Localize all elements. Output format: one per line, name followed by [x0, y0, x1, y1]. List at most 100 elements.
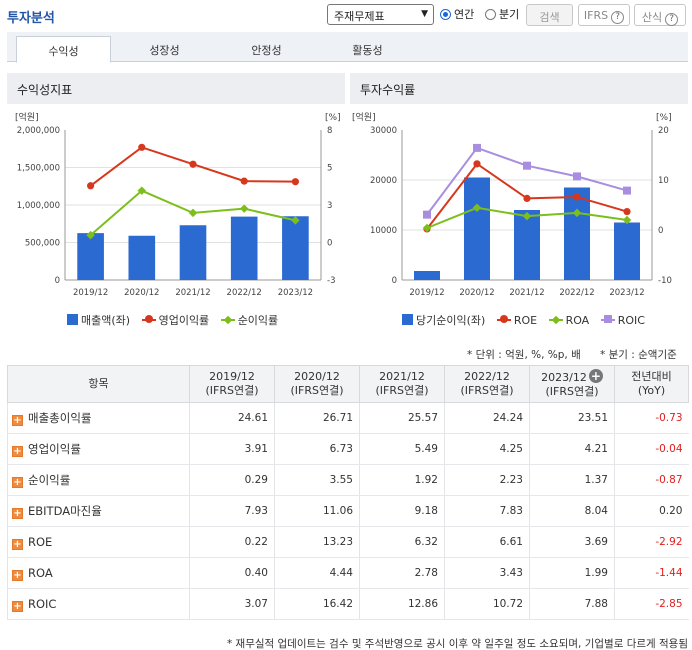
line-point — [86, 230, 95, 240]
table-cell: 6.32 — [359, 526, 445, 558]
line-point — [137, 186, 147, 195]
row-label-text: 영업이익률 — [28, 442, 81, 456]
row-label[interactable]: + ROE — [7, 526, 190, 558]
x-tick-label: 2020/12 — [124, 288, 159, 298]
row-label[interactable]: + ROIC — [7, 588, 190, 620]
tab-activity[interactable]: 활동성 — [352, 44, 383, 57]
y-tick-label-left: 500,000 — [25, 239, 60, 249]
bar — [128, 235, 156, 280]
tab-stability[interactable]: 안정성 — [251, 44, 282, 57]
row-label[interactable]: + 매출총이익률 — [7, 402, 190, 434]
investment-return-legend: 당기순이익(좌) ROE ROA ROIC — [402, 312, 653, 328]
y-tick-label-right: 5 — [327, 164, 332, 174]
bar — [464, 177, 490, 280]
row-label-text: 순이익률 — [28, 473, 71, 487]
row-label-text: ROIC — [28, 596, 57, 611]
table-cell: 13.23 — [274, 526, 360, 558]
investment-return-panel-title: 투자수익률 — [350, 73, 688, 104]
expand-plus-icon[interactable]: + — [12, 569, 23, 581]
legend-item: ROIC — [600, 314, 645, 327]
y-tick-label-right: 10 — [658, 176, 669, 186]
line-circle-icon — [496, 314, 511, 325]
line-point — [573, 172, 581, 181]
legend-item: ROE — [496, 314, 538, 327]
line-square-icon — [600, 314, 615, 325]
y-tick-label-left: 2,000,000 — [17, 126, 60, 136]
table-cell: 4.21 — [529, 433, 615, 465]
y-tick-label-right: 20 — [658, 126, 669, 136]
yoy-cell: -0.73 — [614, 402, 689, 434]
axis-unit-right: [%] — [325, 113, 341, 123]
series-line — [426, 146, 628, 216]
x-tick-label: 2021/12 — [509, 288, 544, 298]
table-cell: 16.42 — [274, 588, 360, 620]
line-point — [573, 193, 581, 201]
row-label[interactable]: + ROA — [7, 557, 190, 589]
table-cell: 1.92 — [359, 464, 445, 496]
bar — [179, 225, 207, 280]
statement-select[interactable]: 주재무제표 ▼ — [327, 4, 434, 25]
table-cell: 7.93 — [189, 495, 275, 527]
line-point — [188, 208, 198, 218]
table-cell: 24.61 — [189, 402, 275, 434]
x-tick-label: 2023/12 — [609, 288, 644, 298]
expand-plus-icon[interactable]: + — [12, 446, 23, 457]
line-point — [623, 207, 631, 216]
axis-unit-right: [%] — [656, 113, 672, 123]
row-label[interactable]: + EBITDA마진율 — [7, 495, 190, 527]
table-row: + 순이익률 0.29 3.55 1.92 2.23 1.37 -0.87 — [7, 464, 689, 496]
radio-annual[interactable]: 연간 — [440, 6, 474, 22]
yoy-cell: -1.44 — [614, 557, 689, 589]
add-column-icon[interactable]: + — [588, 369, 603, 383]
bar — [230, 216, 258, 280]
formula-button[interactable]: 산식? — [634, 4, 686, 26]
line-point — [422, 223, 432, 233]
line-circle-icon — [141, 314, 156, 325]
profitability-legend: 매출액(좌) 영업이익률 순이익률 — [67, 312, 286, 328]
tab-profitability[interactable]: 수익성 — [16, 36, 111, 63]
radio-quarter[interactable]: 분기 — [485, 6, 519, 22]
y-tick-label-right: 0 — [327, 239, 332, 249]
row-label[interactable]: + 영업이익률 — [7, 433, 190, 465]
legend-label: ROE — [513, 314, 538, 327]
table-header-row: 항목 2019/12 (IFRS연결) 2020/12 (IFRS연결) 2021/… — [7, 365, 689, 403]
search-button[interactable]: 검색 — [526, 4, 573, 26]
table-row: + ROE 0.22 13.23 6.32 6.61 3.69 -2.92 — [7, 526, 689, 558]
table-cell: 1.37 — [529, 464, 615, 496]
legend-label: 당기순이익(좌) — [416, 314, 486, 327]
tab-growth[interactable]: 성장성 — [149, 44, 180, 57]
help-icon: ? — [611, 11, 625, 24]
expand-plus-icon[interactable]: + — [12, 415, 23, 426]
line-point — [240, 177, 248, 185]
line-point — [291, 216, 300, 225]
y-tick-label-right: -10 — [658, 276, 672, 286]
expand-plus-icon[interactable]: + — [12, 508, 23, 519]
line-diamond-icon — [220, 314, 235, 325]
table-cell: 4.25 — [444, 433, 530, 465]
table-cell: 3.07 — [189, 588, 275, 620]
table-cell: 12.86 — [359, 588, 445, 620]
table-row: + ROIC 3.07 16.42 12.86 10.72 7.88 -2.85 — [7, 588, 689, 620]
legend-item: 영업이익률 — [141, 312, 209, 328]
legend-label: ROIC — [617, 314, 645, 327]
yoy-cell: -2.92 — [614, 526, 689, 558]
table-row: + 영업이익률 3.91 6.73 5.49 4.25 4.21 -0.04 — [7, 433, 689, 465]
col-header-2020: 2020/12 (IFRS연결) — [274, 365, 360, 403]
expand-plus-icon[interactable]: + — [12, 538, 23, 550]
y-tick-label-right: -3 — [327, 276, 335, 286]
yoy-cell: -2.85 — [614, 588, 689, 620]
col-header-2022: 2022/12 (IFRS연결) — [444, 365, 530, 403]
ifrs-button[interactable]: IFRS? — [578, 4, 630, 26]
tab-bar: 수익성 성장성 안정성 활동성 — [7, 32, 688, 63]
line-point — [189, 160, 197, 168]
bar-swatch-icon — [402, 314, 413, 325]
line-point — [87, 182, 95, 190]
expand-plus-icon[interactable]: + — [12, 600, 23, 612]
table-cell: 4.44 — [274, 557, 360, 589]
y-tick-label-left: 1,000,000 — [17, 201, 60, 211]
bar — [564, 187, 590, 280]
expand-plus-icon[interactable]: + — [12, 477, 23, 488]
row-label[interactable]: + 순이익률 — [7, 464, 190, 496]
line-point — [623, 186, 631, 195]
x-tick-label: 2023/12 — [278, 288, 313, 298]
